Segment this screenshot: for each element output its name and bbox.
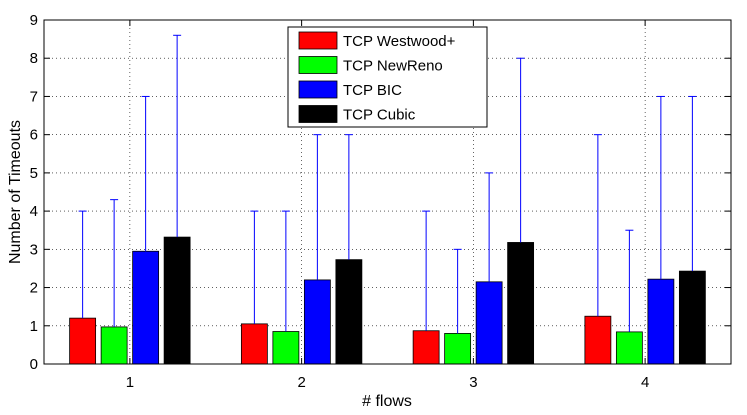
bar [303, 279, 331, 365]
plot-frame [43, 19, 732, 365]
y-tick-label: 2 [30, 280, 38, 297]
y-tick-label: 3 [30, 241, 38, 258]
x-tick-label: 3 [469, 374, 477, 391]
x-tick-label: 2 [297, 374, 305, 391]
legend-swatch [298, 31, 338, 50]
y-tick-label: 1 [30, 318, 38, 335]
legend-label: TCP BIC [343, 82, 402, 99]
y-tick-label: 8 [30, 50, 38, 67]
legend-label: TCP NewReno [343, 58, 443, 75]
bar [584, 315, 612, 365]
grid-lines [44, 20, 731, 364]
bar [240, 323, 268, 365]
legend-swatch [298, 56, 338, 74]
bar [335, 259, 363, 365]
x-tick-label: 4 [641, 374, 649, 391]
bar [412, 330, 440, 365]
bar [615, 331, 643, 365]
bar [100, 326, 128, 365]
bar [69, 317, 97, 365]
bar [507, 242, 535, 365]
legend-label: TCP Cubic [343, 107, 416, 124]
bars [69, 236, 706, 365]
x-tick-label: 1 [126, 374, 134, 391]
legend-swatch [298, 80, 338, 99]
bar [444, 333, 472, 365]
y-tick-label: 5 [30, 165, 38, 182]
bar [678, 270, 706, 365]
error-bars [78, 34, 697, 334]
x-axis-label: # flows [362, 393, 412, 410]
y-tick-label: 4 [30, 203, 38, 220]
y-tick-label: 7 [30, 88, 38, 105]
bar [132, 250, 160, 365]
y-tick-label: 0 [30, 356, 38, 373]
y-tick-label: 9 [30, 12, 38, 29]
bar [272, 331, 300, 365]
bar [163, 236, 191, 365]
bar [475, 281, 503, 365]
legend-label: TCP Westwood+ [343, 33, 456, 50]
bar [647, 278, 675, 365]
y-tick-label: 6 [30, 127, 38, 144]
legend: TCP Westwood+ TCP NewReno TCP BIC TCP Cubic [287, 26, 488, 128]
y-axis-label: Number of Timeouts [7, 120, 24, 264]
axis-ticks: 0 1 2 3 4 5 6 7 8 9 1 2 3 4 [30, 12, 731, 391]
legend-swatch [298, 105, 338, 123]
